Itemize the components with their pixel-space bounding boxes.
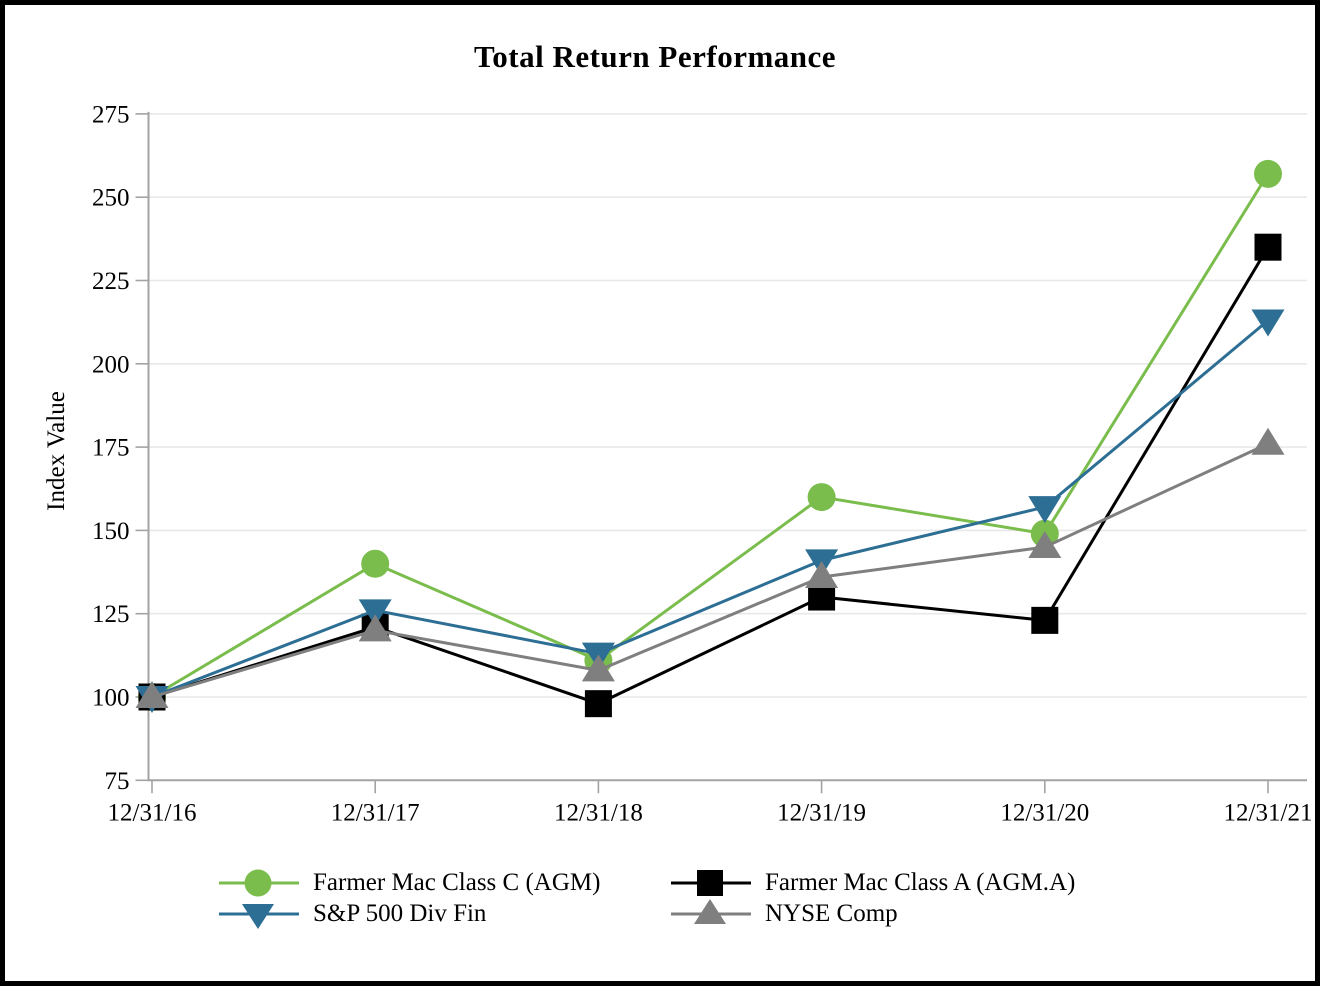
plot-area: 75 100 125 150 175 200 225 250 275 12/31/16 12/31/… xyxy=(92,101,1313,826)
series-line-2 xyxy=(151,319,1269,699)
marker-series3-pt5 xyxy=(1251,427,1285,455)
marker-series3-pt2 xyxy=(581,654,615,682)
y-tick-label-125: 125 xyxy=(92,601,130,628)
series-line-3 xyxy=(151,442,1269,699)
y-tick-label-150: 150 xyxy=(92,518,130,545)
series-line-1 xyxy=(151,246,1270,706)
y-tick-label-100: 100 xyxy=(92,685,130,712)
y-tick-label-250: 250 xyxy=(92,185,130,212)
marker-series3-pt4 xyxy=(1028,531,1062,559)
marker-series2-pt5 xyxy=(1251,309,1285,337)
y-tick-label-275: 275 xyxy=(92,101,130,128)
y-tick-label-225: 225 xyxy=(92,268,130,295)
x-tick-label-1: 12/31/17 xyxy=(331,799,420,826)
marker-series0-pt5 xyxy=(1254,159,1282,188)
marker-series3-pt3 xyxy=(805,561,839,589)
x-tick-label-4: 12/31/20 xyxy=(1000,799,1089,826)
series-line-0 xyxy=(151,173,1270,699)
marker-series2-pt4 xyxy=(1028,496,1062,524)
y-tick-label-200: 200 xyxy=(92,351,130,378)
x-tick-label-3: 12/31/19 xyxy=(777,799,866,826)
y-tick-label-175: 175 xyxy=(92,435,130,462)
marker-series1-pt2 xyxy=(584,690,612,718)
marker-series0-pt3 xyxy=(807,483,836,512)
y-axis-title: Index Value xyxy=(43,391,70,511)
marker-series3-pt0 xyxy=(135,681,169,708)
marker-series1-pt4 xyxy=(1031,606,1059,634)
marker-series1-pt5 xyxy=(1254,233,1282,261)
marker-series3-pt1 xyxy=(358,614,392,642)
x-tick-label-5: 12/31/21 xyxy=(1224,799,1313,826)
x-tick-label-0: 12/31/16 xyxy=(108,799,197,826)
marker-series2-pt1 xyxy=(358,599,392,627)
y-tick-label-75: 75 xyxy=(105,768,130,795)
marker-series0-pt1 xyxy=(361,549,390,578)
x-tick-label-2: 12/31/18 xyxy=(554,799,643,826)
chart-title: Total Return Performance xyxy=(473,39,837,74)
